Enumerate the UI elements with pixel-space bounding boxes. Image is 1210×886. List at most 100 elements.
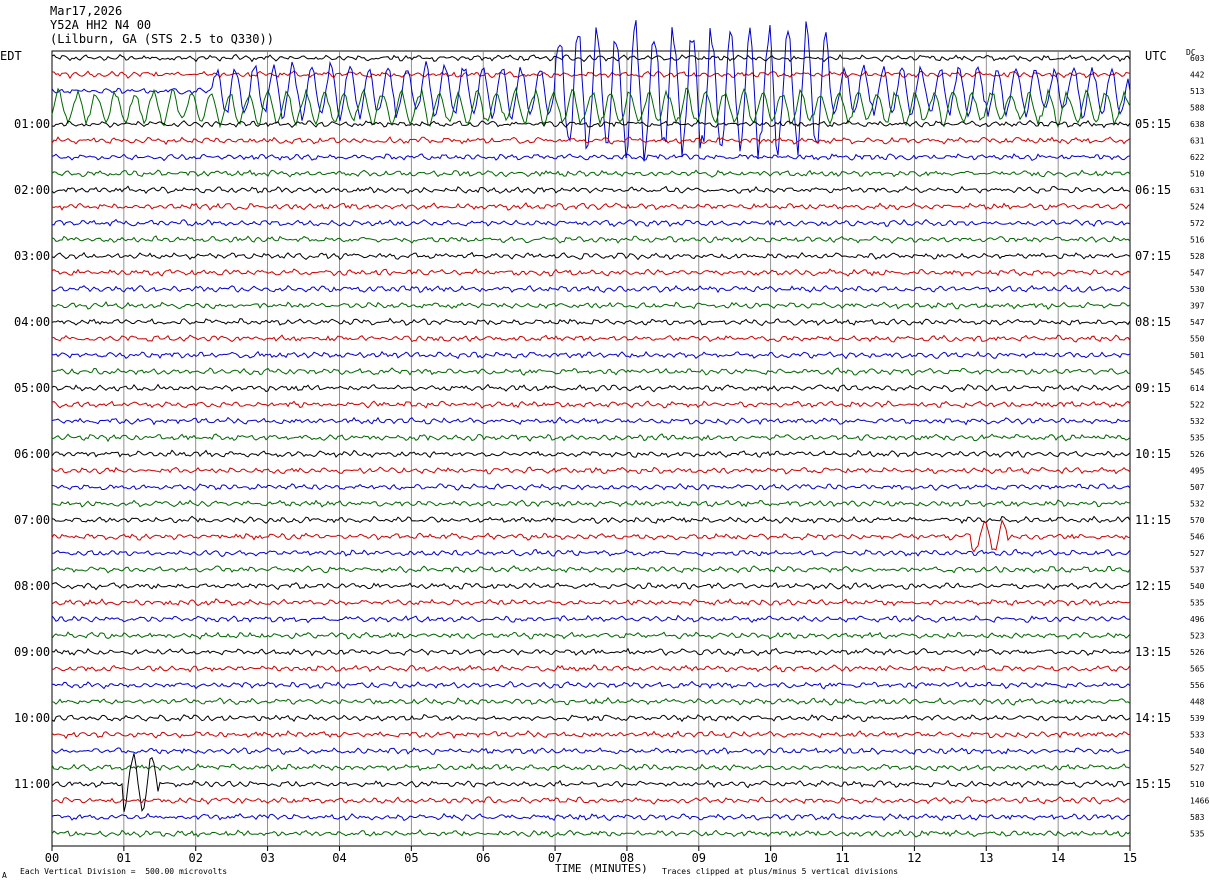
trace-row-10	[51, 202, 1131, 211]
trace-row-33	[51, 582, 1131, 591]
dc-offset-label: 397	[1190, 302, 1205, 311]
trace-row-47	[51, 812, 1131, 822]
dc-offset-label: 510	[1190, 170, 1205, 179]
x-tick-label: 10	[763, 851, 777, 865]
trace-row-4	[51, 86, 1131, 129]
x-tick-label: 14	[1051, 851, 1065, 865]
dc-offset-label: 535	[1190, 434, 1205, 443]
trace-row-48	[51, 829, 1131, 838]
right-timezone-label: UTC	[1145, 49, 1167, 63]
left-hour-label: 08:00	[14, 579, 50, 593]
left-hour-label: 09:00	[14, 645, 50, 659]
x-tick-label: 05	[404, 851, 418, 865]
dc-offset-label: 1466	[1190, 797, 1209, 806]
dc-offset-label: 535	[1190, 599, 1205, 608]
header-station: Y52A HH2 N4 00	[50, 18, 152, 32]
trace-row-7	[51, 153, 1131, 162]
trace-row-8	[51, 169, 1131, 178]
x-tick-label: 04	[332, 851, 346, 865]
trace-row-18	[52, 334, 1131, 343]
dc-offset-label: 572	[1190, 219, 1205, 228]
dc-offset-label: 532	[1190, 417, 1205, 426]
dc-offset-label: 442	[1190, 71, 1205, 80]
clip-note: Traces clipped at plus/minus 5 vertical …	[662, 867, 899, 876]
dc-offset-label: 523	[1190, 632, 1205, 641]
dc-offset-label: 583	[1190, 813, 1205, 822]
trace-row-1	[51, 53, 1131, 63]
x-tick-label: 03	[260, 851, 274, 865]
trace-row-28	[51, 499, 1130, 508]
dc-offset-label: 496	[1190, 615, 1205, 624]
trace-row-11	[51, 218, 1131, 228]
dc-offset-label: 526	[1190, 450, 1205, 459]
right-hour-label: 06:15	[1135, 183, 1171, 197]
trace-row-27	[51, 482, 1131, 491]
x-tick-label: 11	[835, 851, 849, 865]
dc-offset-label: 631	[1190, 137, 1205, 146]
trace-row-32	[51, 565, 1131, 574]
header-location: (Lilburn, GA (STS 2.5 to Q330))	[50, 32, 274, 46]
trace-row-22	[51, 400, 1131, 409]
x-tick-label: 13	[979, 851, 993, 865]
trace-row-24	[51, 433, 1131, 443]
dc-offset-label: 565	[1190, 665, 1205, 674]
trace-row-6	[51, 136, 1131, 146]
trace-row-9	[51, 185, 1131, 195]
plot-frame	[51, 50, 1131, 847]
trace-row-30	[51, 518, 1131, 553]
x-tick-label: 00	[45, 851, 59, 865]
trace-row-46	[51, 796, 1131, 805]
dc-offset-label: 527	[1190, 549, 1205, 558]
left-timezone-label: EDT	[0, 49, 22, 63]
x-tick-label: 12	[907, 851, 921, 865]
dc-offset-label: 547	[1190, 269, 1205, 278]
dc-header: DC	[1186, 48, 1196, 57]
dc-offset-label: 501	[1190, 351, 1205, 360]
header-date: Mar17,2026	[50, 4, 123, 18]
trace-row-12	[51, 235, 1131, 244]
right-hour-label: 14:15	[1135, 711, 1171, 725]
dc-offset-label: 539	[1190, 714, 1205, 723]
right-hour-label: 08:15	[1135, 315, 1171, 329]
dc-offset-label: 522	[1190, 401, 1205, 410]
x-tick-label: 01	[117, 851, 131, 865]
trace-row-2	[51, 70, 1131, 80]
trace-row-15	[51, 284, 1130, 294]
dc-offset-label: 540	[1190, 747, 1205, 756]
trace-row-26	[51, 466, 1131, 475]
left-hour-label: 04:00	[14, 315, 50, 329]
right-hour-label: 09:15	[1135, 381, 1171, 395]
left-hour-label: 02:00	[14, 183, 50, 197]
x-tick-label: 07	[548, 851, 562, 865]
trace-row-34	[51, 598, 1131, 607]
trace-row-29	[51, 515, 1131, 524]
right-hour-label: 05:15	[1135, 117, 1171, 131]
dc-offset-label: 526	[1190, 648, 1205, 657]
dc-offset-label: 540	[1190, 582, 1205, 591]
dc-offset-label: 588	[1190, 104, 1205, 113]
right-hour-label: 07:15	[1135, 249, 1171, 263]
left-hour-label: 03:00	[14, 249, 50, 263]
trace-row-14	[51, 268, 1131, 277]
trace-row-16	[51, 301, 1131, 310]
trace-row-13	[51, 251, 1131, 261]
trace-row-21	[51, 383, 1131, 393]
trace-row-45	[51, 753, 1131, 813]
right-hour-label: 13:15	[1135, 645, 1171, 659]
dc-offset-label: 530	[1190, 285, 1205, 294]
left-hour-label: 01:00	[14, 117, 50, 131]
left-hour-label: 06:00	[14, 447, 50, 461]
trace-row-37	[51, 647, 1131, 657]
dc-offset-label: 527	[1190, 764, 1205, 773]
right-hour-label: 11:15	[1135, 513, 1171, 527]
right-hour-label: 12:15	[1135, 579, 1171, 593]
dc-offset-label: 524	[1190, 203, 1205, 212]
x-tick-label: 06	[476, 851, 490, 865]
dc-offset-label: 533	[1190, 731, 1205, 740]
trace-row-42	[51, 730, 1131, 740]
dc-offset-label: 631	[1190, 186, 1205, 195]
dc-offset-label: 537	[1190, 566, 1205, 575]
dc-offset-label: 516	[1190, 236, 1205, 245]
dc-offset-label: 556	[1190, 681, 1205, 690]
trace-row-19	[51, 350, 1131, 360]
